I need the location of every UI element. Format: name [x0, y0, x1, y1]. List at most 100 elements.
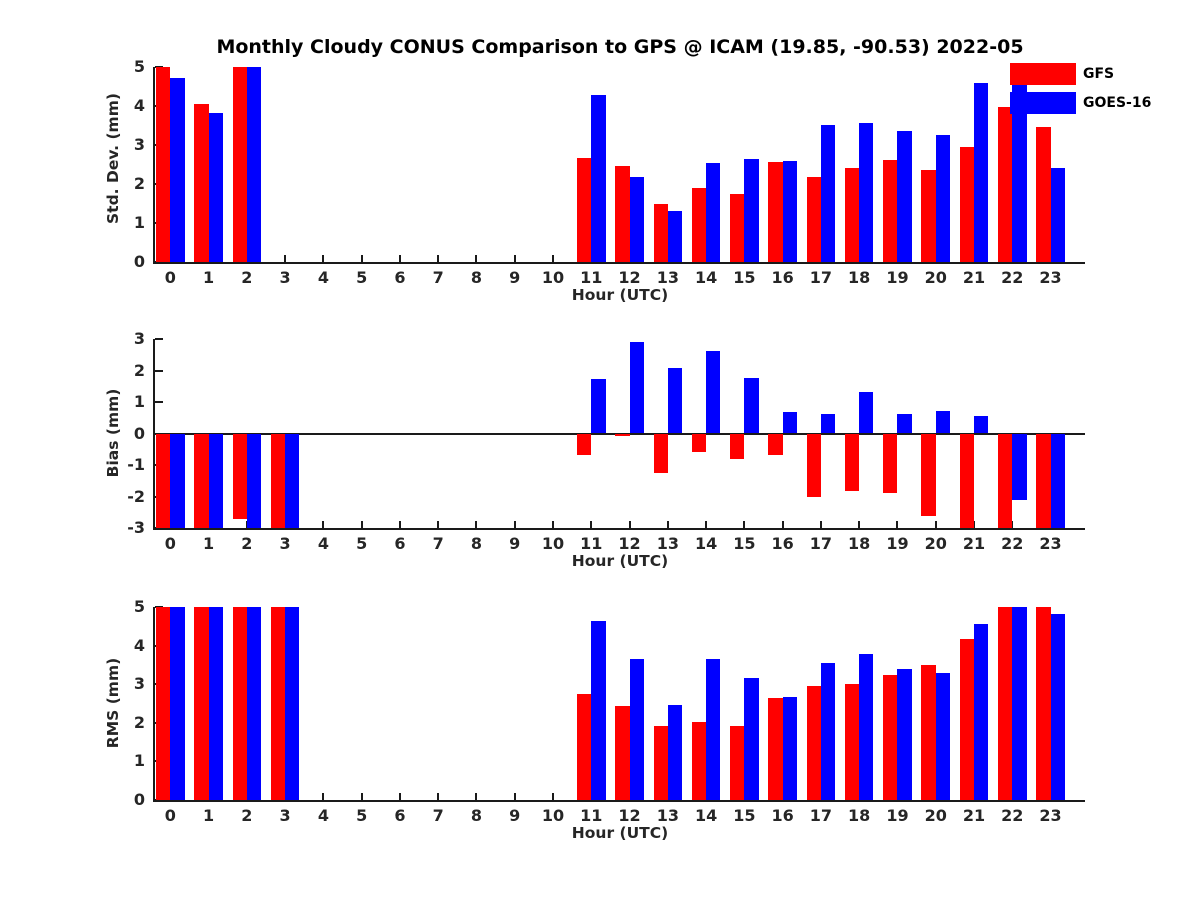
- x-tick-label: 20: [924, 806, 947, 825]
- y-tick-label: 2: [133, 174, 145, 193]
- gfs-bar: [768, 698, 783, 800]
- y-tick-label: 0: [133, 252, 145, 271]
- gfs-bar: [959, 146, 974, 262]
- gfs-bar: [883, 433, 898, 494]
- gfs-bar: [997, 106, 1013, 262]
- y-tick-label: 1: [133, 751, 145, 771]
- gfs-bar: [270, 607, 286, 800]
- gfs-bar: [156, 433, 171, 528]
- y-axis-spine: [153, 67, 155, 264]
- x-tick-label: 20: [924, 534, 947, 553]
- x-tick-label: 23: [1039, 268, 1062, 287]
- goes-16-bar: [897, 130, 912, 262]
- y-tick: [155, 338, 163, 340]
- y-tick-label: 2: [133, 712, 145, 732]
- x-tick-label: 1: [203, 806, 215, 825]
- gfs-bar: [768, 161, 783, 262]
- goes-16-bar: [1050, 433, 1065, 528]
- x-tick-label: 12: [618, 806, 641, 825]
- x-tick-label: 16: [771, 806, 794, 825]
- goes-16-bar: [629, 341, 644, 434]
- goes-16-bar: [208, 607, 223, 800]
- y-axis-spine: [153, 607, 155, 802]
- goes-16-bar: [285, 607, 300, 800]
- gfs-legend-swatch: [1010, 63, 1076, 85]
- x-tick-label: 10: [541, 806, 565, 825]
- x-tick-label: 17: [809, 806, 833, 825]
- gfs-legend-label: GFS: [1083, 66, 1115, 82]
- x-tick: [896, 521, 899, 528]
- x-tick-label: 7: [432, 534, 444, 553]
- gfs-bar: [691, 187, 707, 262]
- x-tick: [360, 521, 363, 528]
- gfs-bar: [156, 607, 171, 800]
- x-tick: [360, 793, 363, 800]
- goes-16-bar: [859, 653, 874, 800]
- goes-16-legend-label: GOES-16: [1083, 95, 1152, 111]
- x-tick: [437, 255, 440, 262]
- goes-16-bar: [706, 659, 721, 800]
- y-tick-label: -2: [127, 486, 145, 506]
- gfs-bar: [653, 433, 668, 473]
- x-tick-label: 19: [886, 268, 909, 287]
- x-tick-label: 1: [203, 534, 215, 553]
- gfs-bar: [194, 104, 209, 262]
- x-tick: [437, 793, 440, 800]
- x-tick: [973, 521, 975, 528]
- x-axis-label: Hour (UTC): [571, 286, 669, 304]
- x-tick-label: 5: [356, 268, 368, 287]
- goes-16-bar: [629, 177, 644, 262]
- gfs-bar: [921, 433, 936, 517]
- goes-16-bar: [974, 82, 989, 262]
- y-tick: [155, 527, 163, 529]
- goes-16-bar: [170, 77, 185, 262]
- gfs-bar: [806, 433, 821, 497]
- goes-16-bar: [897, 413, 912, 434]
- x-tick: [513, 521, 516, 528]
- goes-16-bar: [208, 113, 223, 262]
- gfs-bar: [615, 165, 630, 262]
- x-tick-label: 18: [848, 268, 871, 287]
- gfs-bar: [959, 433, 974, 528]
- goes-16-bar: [1012, 433, 1027, 500]
- x-tick-label: 1: [203, 268, 215, 287]
- x-tick-label: 17: [809, 268, 833, 287]
- y-tick: [155, 401, 163, 403]
- x-tick-label: 11: [580, 534, 603, 553]
- x-tick: [552, 521, 555, 528]
- y-tick-label: 5: [133, 57, 145, 76]
- goes-16-bar: [706, 162, 721, 262]
- x-tick-label: 21: [962, 268, 986, 287]
- x-tick-label: 9: [509, 268, 521, 287]
- goes-16-bar: [591, 621, 606, 800]
- y-tick-label: 1: [133, 392, 145, 411]
- gfs-bar: [997, 433, 1013, 528]
- x-tick: [628, 521, 631, 528]
- x-tick-label: 18: [848, 534, 871, 553]
- y-tick: [155, 799, 163, 801]
- y-tick-label: 5: [133, 597, 145, 616]
- goes-16-bar: [170, 607, 185, 800]
- goes-16-bar: [744, 377, 759, 434]
- x-tick: [743, 521, 746, 528]
- y-tick-label: 0: [133, 790, 145, 809]
- goes-16-bar: [859, 122, 874, 262]
- x-tick-label: 3: [279, 534, 291, 553]
- x-tick: [552, 793, 555, 800]
- x-tick-label: 7: [432, 268, 444, 287]
- x-tick: [475, 521, 478, 528]
- x-tick-label: 13: [656, 268, 679, 287]
- x-tick-label: 6: [394, 806, 406, 825]
- gfs-bar: [576, 157, 592, 262]
- y-axis-label: RMS (mm): [104, 657, 122, 748]
- x-tick-label: 21: [962, 806, 986, 825]
- gfs-bar: [194, 607, 209, 800]
- gfs-bar: [232, 433, 247, 519]
- goes-16-bar: [820, 413, 836, 434]
- x-tick-label: 0: [164, 534, 176, 553]
- gfs-bar: [615, 433, 630, 436]
- x-tick-label: 6: [394, 268, 406, 287]
- gfs-bar: [730, 726, 745, 800]
- goes-16-bar: [591, 95, 606, 262]
- x-tick-label: 23: [1039, 806, 1062, 825]
